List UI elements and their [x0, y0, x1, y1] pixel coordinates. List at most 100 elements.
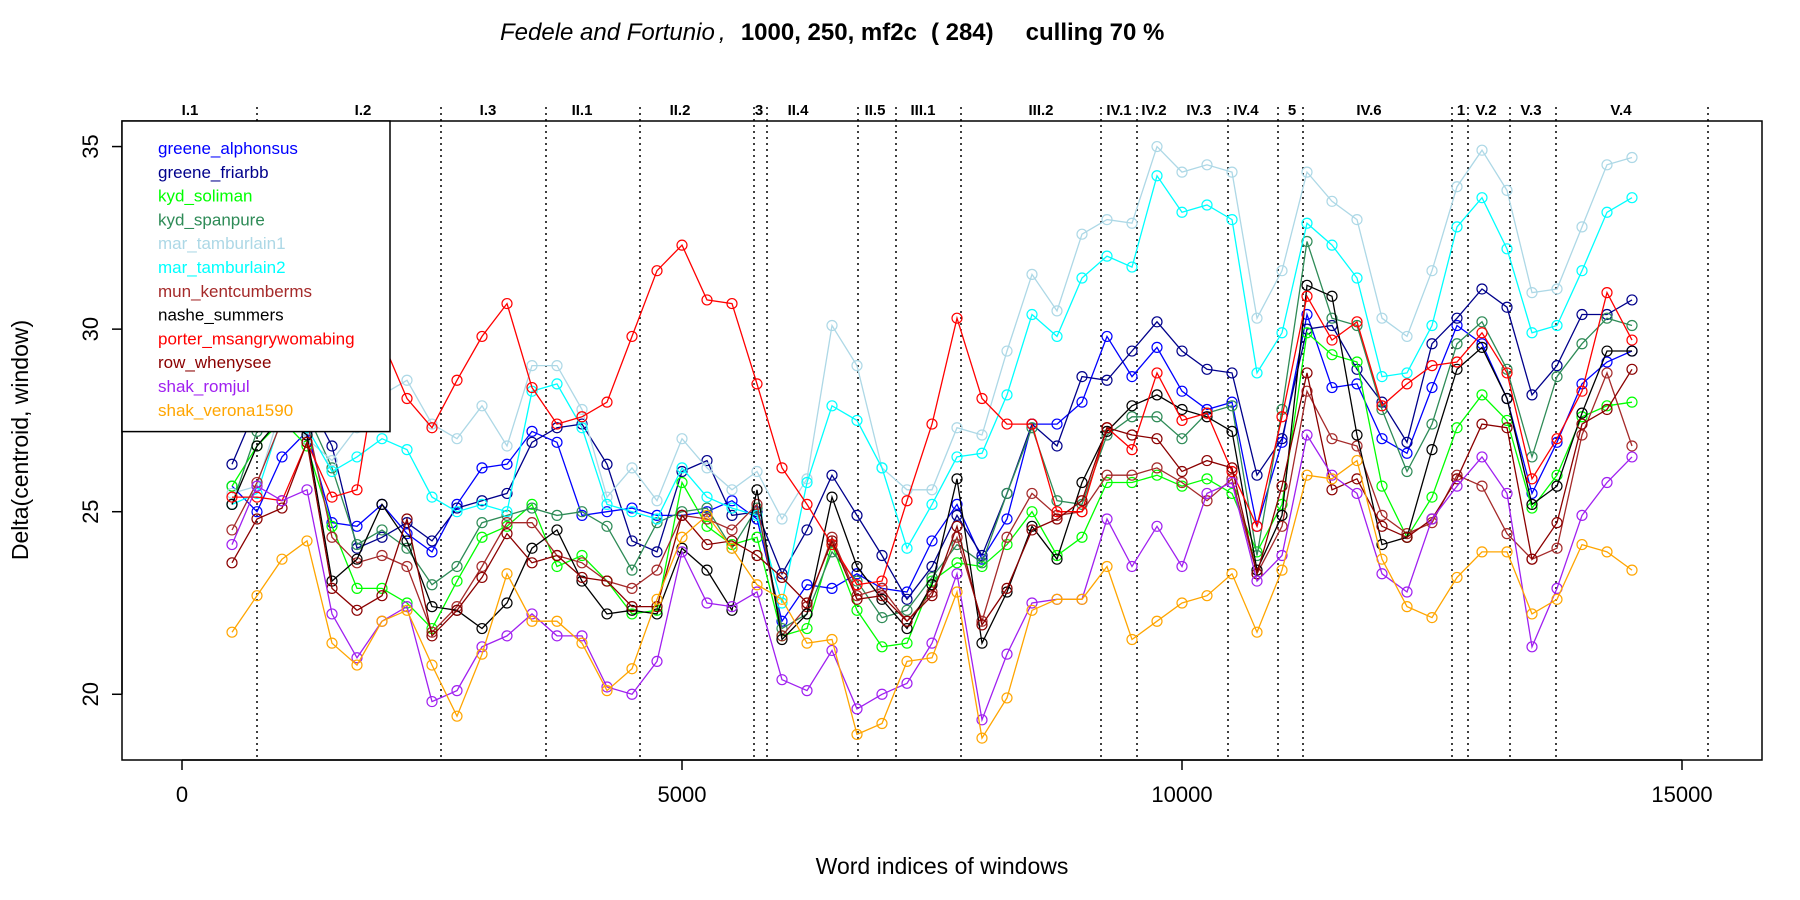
- data-point: [1201, 590, 1213, 602]
- scene-label: II.2: [670, 102, 691, 119]
- data-point: [226, 458, 238, 470]
- data-point: [826, 535, 838, 547]
- data-point: [501, 458, 513, 470]
- legend-entry: shak_romjul: [158, 377, 250, 396]
- legend-entry: mar_tamburlain1: [158, 234, 286, 253]
- data-point: [1001, 582, 1013, 594]
- data-point: [1526, 389, 1538, 401]
- data-point: [1226, 400, 1238, 412]
- data-point: [1026, 506, 1038, 518]
- scene-label: II.4: [788, 102, 810, 119]
- data-point: [576, 422, 588, 434]
- data-point: [1076, 593, 1088, 605]
- data-point: [1101, 374, 1113, 386]
- series-line: [232, 243, 1633, 586]
- data-point: [251, 506, 263, 518]
- data-point: [1401, 586, 1413, 598]
- data-point: [976, 392, 988, 405]
- data-point: [1251, 469, 1263, 481]
- data-point: [851, 360, 863, 372]
- data-point: [251, 480, 263, 492]
- data-point: [251, 590, 263, 602]
- data-point: [1476, 316, 1488, 328]
- data-point: [901, 622, 913, 635]
- series-mar_tamburlain2: [226, 170, 1638, 609]
- data-point: [1376, 538, 1388, 551]
- data-point: [851, 593, 863, 605]
- data-point: [501, 487, 513, 500]
- data-point: [426, 695, 438, 708]
- data-point: [451, 575, 463, 587]
- data-point: [801, 608, 813, 620]
- data-point: [1026, 524, 1038, 536]
- data-point: [576, 557, 588, 569]
- data-point: [1501, 546, 1513, 558]
- data-point: [1401, 330, 1413, 343]
- data-point: [1626, 319, 1638, 332]
- data-point: [1601, 403, 1613, 416]
- data-point: [1251, 367, 1263, 379]
- data-point: [1451, 480, 1463, 492]
- data-point: [626, 462, 638, 474]
- data-point: [626, 330, 638, 343]
- data-point: [1051, 513, 1063, 525]
- data-point: [1526, 287, 1538, 299]
- data-point: [1326, 290, 1338, 302]
- data-point: [1501, 301, 1513, 313]
- data-point: [1451, 571, 1463, 584]
- data-point: [1526, 487, 1538, 500]
- data-point: [226, 480, 238, 492]
- data-point: [1126, 633, 1138, 646]
- data-point: [376, 531, 388, 543]
- legend-entry: porter_msangrywomabing: [158, 329, 355, 348]
- data-point: [226, 538, 238, 551]
- data-point: [1151, 469, 1163, 481]
- data-point: [876, 590, 888, 602]
- data-point: [1476, 389, 1488, 401]
- data-point: [1151, 433, 1163, 445]
- data-point: [1526, 641, 1538, 653]
- data-point: [1201, 363, 1213, 375]
- scene-label: V.2: [1475, 102, 1496, 119]
- data-point: [251, 440, 263, 452]
- data-point: [326, 454, 338, 467]
- data-point: [1401, 447, 1413, 459]
- data-point: [1551, 469, 1563, 481]
- data-point: [1501, 528, 1513, 540]
- data-point: [876, 462, 888, 474]
- data-point: [1151, 341, 1163, 353]
- data-point: [426, 491, 438, 503]
- data-point: [1101, 469, 1113, 481]
- data-point: [1076, 272, 1088, 284]
- data-point: [651, 495, 663, 507]
- data-point: [826, 491, 838, 503]
- data-point: [1001, 692, 1013, 704]
- data-point: [1601, 159, 1613, 171]
- data-point: [1001, 531, 1013, 543]
- data-point: [576, 549, 588, 562]
- data-point: [751, 586, 763, 598]
- data-point: [851, 590, 863, 602]
- series-line: [231, 288, 1633, 601]
- data-point: [1126, 371, 1138, 383]
- data-point: [976, 557, 988, 569]
- data-point: [1076, 476, 1088, 489]
- data-point: [1351, 316, 1363, 328]
- data-point: [451, 685, 463, 697]
- data-point: [1226, 166, 1238, 178]
- data-point: [701, 294, 713, 306]
- scene-label: IV.1: [1106, 102, 1131, 119]
- data-point: [626, 564, 638, 576]
- data-point: [876, 593, 888, 605]
- data-point: [1226, 367, 1238, 379]
- data-point: [676, 531, 688, 543]
- data-point: [1276, 480, 1288, 492]
- data-point: [676, 239, 688, 251]
- data-point: [751, 465, 763, 478]
- data-point: [1176, 206, 1188, 218]
- data-point: [1101, 422, 1113, 434]
- data-point: [1626, 451, 1638, 463]
- legend-entry: greene_friarbb: [158, 163, 269, 182]
- data-point: [876, 611, 888, 624]
- data-point: [1376, 509, 1388, 521]
